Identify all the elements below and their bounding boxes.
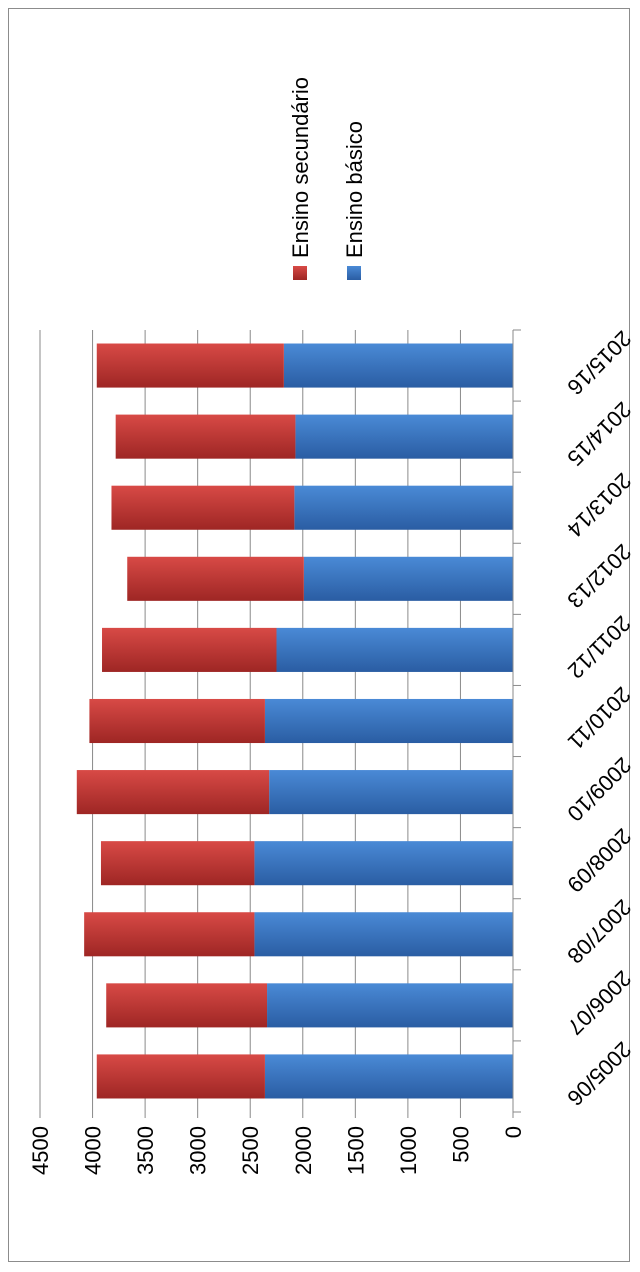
legend-ensino-secundario-swatch [293,266,307,280]
category-tick-label: 2006/07 [562,966,636,1040]
bar-ensino-secundario [96,343,284,388]
legend-ensino-basico-swatch [347,266,361,280]
bar-ensino-basico [267,983,513,1028]
bar-ensino-secundario [127,556,304,601]
category-tick-label: 2010/11 [563,682,636,755]
value-tick-label: 2000 [291,1126,316,1175]
bar-ensino-basico [303,556,513,601]
bar-ensino-basico [264,698,513,744]
value-tick-label: 3000 [186,1126,211,1175]
value-tick-label: 3500 [133,1126,158,1175]
legend-ensino-basico-label: Ensino básico [342,121,367,258]
category-tick-label: 2015/16 [562,326,636,400]
bar-ensino-basico [254,912,513,957]
category-tick-label: 2013/14 [562,468,636,542]
bar-ensino-basico [269,770,513,815]
bar-ensino-basico [294,485,513,530]
bar-ensino-basico [295,414,513,459]
value-tick-label: 4000 [81,1126,106,1175]
value-tick-label: 500 [448,1126,473,1163]
value-tick-label: 1500 [343,1126,368,1175]
axes [39,329,521,1118]
category-tick-label: 2008/09 [562,824,636,898]
category-tick-label: 2011/12 [563,611,636,684]
category-tick-label: 2007/08 [562,895,636,969]
bar-ensino-secundario [111,485,295,530]
bar-ensino-secundario [96,1054,265,1099]
bar-ensino-secundario [84,912,255,957]
bar-ensino-basico [276,627,513,672]
bar-ensino-secundario [76,770,270,815]
category-tick-label: 2005/06 [562,1037,636,1111]
bar-ensino-secundario [115,414,296,459]
value-tick-label: 2500 [238,1126,263,1175]
bar-ensino-secundario [102,627,277,672]
category-tick-label: 2012/13 [562,539,636,613]
value-tick-label: 4500 [28,1126,53,1175]
bar-ensino-secundario [100,841,255,886]
legend: Ensino secundário Ensino básico [288,77,367,280]
bar-ensino-basico [283,343,513,388]
bars [76,343,513,1099]
category-tick-label: 2014/15 [562,397,636,471]
bar-ensino-basico [254,841,513,886]
bar-ensino-secundario [89,698,265,744]
category-tick-label: 2009/10 [562,752,636,826]
value-tick-label: 0 [501,1126,526,1138]
value-tick-label: 1000 [396,1126,421,1175]
bar-ensino-basico [264,1054,513,1099]
bar-ensino-secundario [106,983,268,1028]
legend-ensino-secundario-label: Ensino secundário [288,77,313,258]
